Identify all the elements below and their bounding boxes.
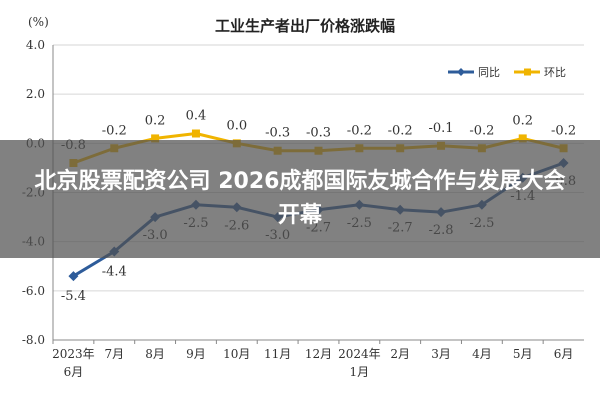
y-tick-label: 4.0 — [26, 38, 45, 52]
data-label-mom: -0.2 — [551, 123, 576, 138]
x-tick-label: 12月 — [305, 347, 332, 361]
x-tick-label: 10月 — [223, 347, 250, 361]
data-label-mom: -0.2 — [102, 123, 127, 138]
data-point-yoy — [68, 271, 79, 282]
data-label-mom: -0.2 — [469, 123, 494, 138]
legend-marker — [524, 68, 531, 76]
data-label-mom: -0.2 — [347, 123, 372, 138]
data-label-mom: -0.2 — [388, 123, 413, 138]
x-tick-label: 2月 — [390, 347, 410, 361]
data-label-mom: -0.3 — [306, 126, 331, 141]
x-axis-ticks: 2023年 6月 7月 8月 9月 10月 11月 12月 2024年 1月 2月 3月 4月 5月 6月 — [52, 340, 573, 379]
legend-label: 环比 — [544, 66, 566, 79]
data-point-mom — [191, 129, 200, 138]
legend-label: 同比 — [478, 66, 500, 79]
data-label-mom: 0.4 — [186, 109, 207, 124]
data-label-mom: 0.2 — [512, 113, 533, 128]
banner-headline: 北京股票配资公司 2026成都国际友城合作与发展大会开幕 — [34, 169, 566, 228]
x-tick-label: 7月 — [104, 347, 124, 361]
x-tick-label: 8月 — [145, 347, 165, 361]
y-tick-label: -8.0 — [22, 333, 45, 347]
y-tick-label: 2.0 — [26, 87, 45, 101]
data-label-mom: -0.3 — [265, 126, 290, 141]
x-tick-label: 3月 — [431, 347, 451, 361]
data-point-mom — [518, 134, 527, 143]
x-tick-label: 4月 — [472, 347, 492, 361]
data-label-mom: 0.0 — [226, 118, 247, 133]
x-tick-label: 11月 — [264, 347, 291, 361]
data-label-yoy: -5.4 — [61, 289, 86, 304]
y-axis-unit: (%) — [28, 15, 49, 29]
x-tick-label: 9月 — [186, 347, 206, 361]
x-tick-label: 2024年 1月 — [338, 347, 381, 379]
x-tick-label: 2023年 6月 — [52, 347, 95, 379]
data-label-mom: -0.1 — [428, 121, 453, 136]
data-label-mom: 0.2 — [145, 113, 166, 128]
data-label-yoy: -4.4 — [102, 265, 127, 280]
chart-title: 工业生产者出厂价格涨跌幅 — [215, 17, 395, 35]
overlay-banner: 北京股票配资公司 2026成都国际友城合作与发展大会开幕 — [0, 140, 600, 258]
x-tick-label: 5月 — [513, 347, 533, 361]
x-tick-label: 6月 — [554, 347, 574, 361]
legend-marker — [457, 68, 465, 76]
legend: 同比 环比 — [448, 66, 566, 79]
data-point-mom — [151, 134, 160, 143]
y-tick-label: -6.0 — [22, 284, 45, 298]
